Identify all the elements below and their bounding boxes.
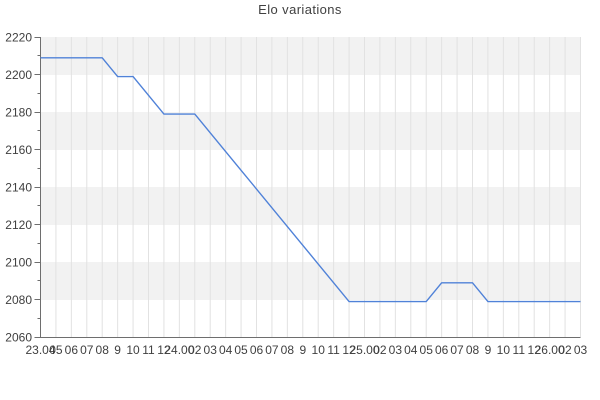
svg-text:11: 11 xyxy=(327,343,340,357)
svg-text:06: 06 xyxy=(65,343,79,357)
svg-text:2100: 2100 xyxy=(5,255,32,269)
svg-text:26.00: 26.00 xyxy=(535,343,565,357)
svg-text:02: 02 xyxy=(558,343,572,357)
svg-text:2120: 2120 xyxy=(5,218,32,232)
svg-text:10: 10 xyxy=(497,343,511,357)
svg-text:2220: 2220 xyxy=(5,30,32,44)
svg-text:10: 10 xyxy=(126,343,140,357)
svg-text:12: 12 xyxy=(342,343,356,357)
svg-text:03: 03 xyxy=(574,343,588,357)
svg-text:10: 10 xyxy=(312,343,326,357)
svg-text:08: 08 xyxy=(96,343,110,357)
svg-text:02: 02 xyxy=(188,343,202,357)
svg-text:2080: 2080 xyxy=(5,293,32,307)
svg-text:05: 05 xyxy=(49,343,63,357)
svg-text:08: 08 xyxy=(281,343,295,357)
svg-text:2160: 2160 xyxy=(5,143,32,157)
svg-text:02: 02 xyxy=(373,343,387,357)
svg-text:04: 04 xyxy=(219,343,233,357)
svg-text:2060: 2060 xyxy=(5,330,32,344)
svg-text:07: 07 xyxy=(80,343,94,357)
svg-text:2140: 2140 xyxy=(5,180,32,194)
svg-text:12: 12 xyxy=(157,343,171,357)
svg-text:2180: 2180 xyxy=(5,105,32,119)
svg-text:11: 11 xyxy=(513,343,526,357)
svg-text:12: 12 xyxy=(528,343,542,357)
svg-text:03: 03 xyxy=(389,343,403,357)
svg-text:04: 04 xyxy=(404,343,418,357)
svg-text:07: 07 xyxy=(265,343,279,357)
svg-text:08: 08 xyxy=(466,343,480,357)
svg-text:03: 03 xyxy=(204,343,218,357)
svg-text:11: 11 xyxy=(142,343,155,357)
svg-text:05: 05 xyxy=(420,343,434,357)
svg-text:07: 07 xyxy=(450,343,464,357)
svg-text:25.00: 25.00 xyxy=(349,343,379,357)
svg-text:9: 9 xyxy=(299,343,306,357)
svg-text:9: 9 xyxy=(485,343,492,357)
svg-text:2200: 2200 xyxy=(5,68,32,82)
svg-text:06: 06 xyxy=(435,343,449,357)
svg-text:24.00: 24.00 xyxy=(164,343,194,357)
svg-text:06: 06 xyxy=(250,343,264,357)
svg-text:9: 9 xyxy=(114,343,121,357)
svg-text:23.04: 23.04 xyxy=(25,343,55,357)
svg-text:Elo variations: Elo variations xyxy=(258,2,342,17)
svg-text:05: 05 xyxy=(234,343,248,357)
